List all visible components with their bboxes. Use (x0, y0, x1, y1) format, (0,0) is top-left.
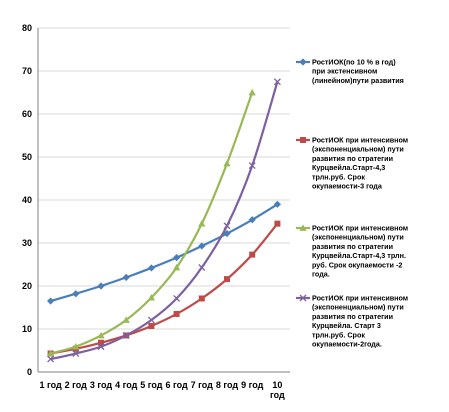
y-tick-label: 20 (22, 281, 32, 291)
series-4 (47, 78, 281, 363)
data-point (223, 229, 231, 238)
data-point (47, 297, 55, 305)
x-tick-label: 10 год (270, 380, 285, 400)
x-tick-label: 4 год (115, 380, 138, 390)
data-point (248, 162, 256, 170)
data-point (198, 264, 206, 271)
data-point (173, 295, 181, 302)
data-point (249, 251, 256, 258)
data-point (72, 290, 80, 298)
data-point (299, 58, 307, 66)
data-point (147, 294, 155, 301)
y-tick-label: 70 (22, 66, 32, 76)
data-point (148, 322, 155, 329)
legend-label: РостИОК при интенсивном (экспоненциальном… (312, 294, 408, 349)
x-tick-label: 7 год (191, 380, 214, 390)
data-point (47, 355, 55, 363)
data-point (248, 216, 256, 224)
data-point (98, 339, 104, 346)
data-point (97, 282, 105, 290)
data-point (72, 343, 80, 350)
legend-item-3: РостИОК при интенсивном (экспоненциальном… (296, 224, 408, 279)
axes: 0 10 20 30 40 50 60 70 80 1 год 2 год 3 год 4 год 5 г… (22, 23, 290, 400)
data-point (198, 242, 206, 250)
x-tick-label: 5 год (140, 380, 163, 390)
data-point (300, 137, 306, 143)
data-point (198, 295, 205, 302)
y-tick-label: 0 (27, 367, 32, 377)
data-point (223, 222, 231, 230)
data-point (97, 343, 105, 351)
data-point (173, 263, 181, 271)
data-point (122, 273, 130, 281)
gridlines (38, 27, 290, 330)
data-point (273, 200, 281, 208)
data-point (147, 264, 155, 272)
y-tick-label: 80 (22, 23, 32, 33)
data-point (173, 254, 181, 262)
y-tick-label: 50 (22, 152, 32, 162)
series-line (50, 222, 279, 355)
data-point (223, 159, 231, 167)
x-tick-label: 8 год (216, 380, 239, 390)
y-tick-label: 30 (22, 238, 32, 248)
x-tick-label: 6 год (165, 380, 188, 390)
y-tick-label: 60 (22, 109, 32, 119)
x-tick-label: 9 год (241, 380, 264, 390)
series-2 (47, 220, 281, 357)
data-point (299, 224, 307, 231)
data-point (147, 316, 155, 324)
data-point (274, 220, 281, 227)
data-point (173, 310, 180, 317)
data-point (299, 294, 307, 302)
x-tick-label: 2 год (65, 380, 88, 390)
y-tick-label: 40 (22, 195, 32, 205)
series-line (50, 81, 279, 361)
x-tick-label: 1 год (39, 380, 62, 390)
x-tick-label: 3 год (90, 380, 113, 390)
legend: РостИОК(по 10 % в год) при экстенсивном (л… (296, 58, 408, 349)
series-1 (47, 200, 281, 305)
data-point (72, 350, 80, 357)
data-point (122, 316, 130, 323)
legend-item-2: РостИОК при интенсивном (экспоненциальном… (296, 136, 408, 191)
legend-item-1: РостИОК(по 10 % в год) при экстенсивном (л… (296, 58, 404, 85)
data-point (47, 349, 55, 357)
plot-area (47, 78, 281, 363)
series-3 (47, 88, 256, 357)
data-point (97, 331, 105, 339)
series-line (50, 92, 254, 355)
y-tick-label: 10 (22, 324, 32, 334)
data-point (122, 331, 130, 339)
data-point (198, 220, 206, 227)
data-point (248, 88, 256, 96)
legend-label: РостИОК при интенсивном (экспоненциальном… (312, 224, 408, 279)
data-point (224, 276, 230, 283)
series-line (50, 203, 278, 303)
data-point (273, 78, 281, 86)
legend-label: РостИОК при интенсивном (экспоненциальном… (312, 136, 408, 191)
legend-label: РостИОК(по 10 % в год) при экстенсивном (л… (312, 58, 404, 85)
legend-item-4: РостИОК при интенсивном (экспоненциальном… (296, 294, 408, 349)
